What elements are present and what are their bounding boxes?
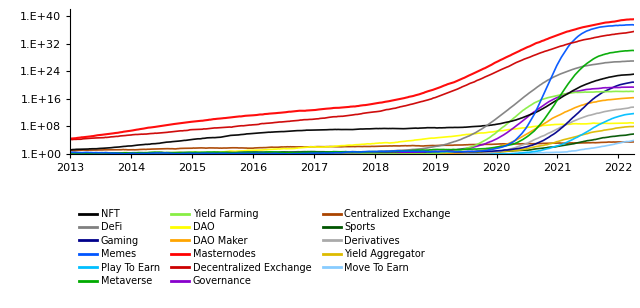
Legend: NFT, DeFi, Gaming, Memes, Play To Earn, Metaverse, Yield Farming, DAO, DAO Maker: NFT, DeFi, Gaming, Memes, Play To Earn, … [76,205,454,290]
